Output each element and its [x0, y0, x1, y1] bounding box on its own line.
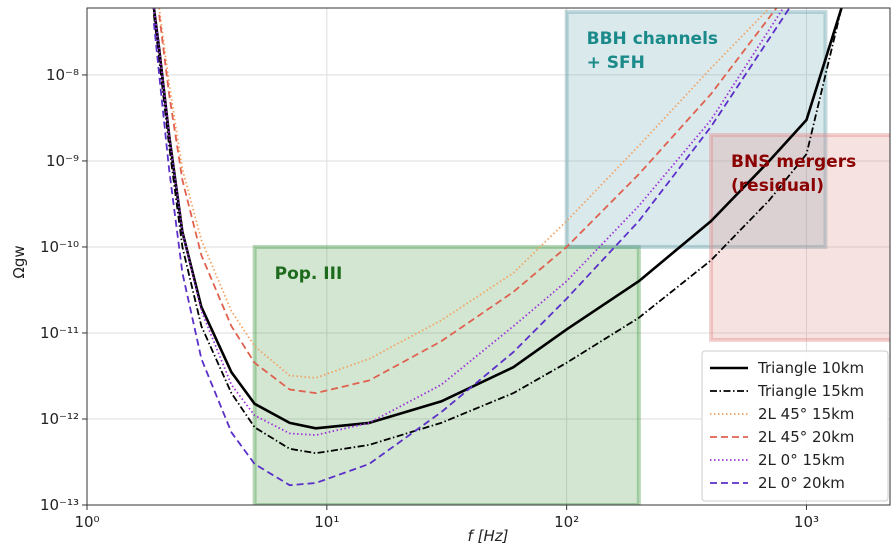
legend-label: Triangle 10km	[757, 359, 864, 377]
x-tick-label: 10³	[794, 513, 819, 531]
y-tick-label: 10⁻¹²	[40, 410, 79, 428]
y-tick-label: 10⁻⁹	[46, 152, 79, 170]
series-line	[158, 8, 778, 394]
series-line	[153, 8, 791, 487]
x-tick-label: 10¹	[314, 513, 339, 531]
region	[709, 133, 890, 342]
legend-label: 2L 45° 20km	[758, 428, 854, 446]
legend: Triangle 10km Triangle 15km 2L 45° 15km 2L …	[701, 350, 889, 502]
legend-label: Triangle 15km	[757, 382, 864, 400]
region-label: + SFH	[587, 53, 645, 73]
plot-frame	[86, 7, 891, 506]
y-tick-label: 10⁻¹¹	[40, 324, 79, 342]
region	[564, 9, 828, 249]
legend-label: 2L 0° 15km	[758, 451, 845, 469]
y-tick-label: 10⁻¹³	[40, 496, 79, 514]
foreground-layer: 10⁰ 10¹ 10² 10³ 10⁻¹³ 10⁻¹² 10⁻¹¹ 10⁻¹⁰ 10⁻⁹ 10⁻⁸…	[40, 7, 891, 531]
x-tick-label: 10⁰	[74, 513, 99, 531]
region	[252, 244, 641, 505]
legend-label: 2L 0° 20km	[758, 474, 845, 492]
x-axis-label: f [Hz]	[468, 527, 509, 545]
y-tick-label: 10⁻⁸	[46, 66, 79, 84]
plot-area	[152, 8, 890, 505]
series-line	[153, 8, 843, 455]
region-label: (residual)	[731, 176, 824, 196]
series-line	[153, 8, 784, 436]
region-label: BBH channels	[587, 29, 718, 49]
region-label: Pop. III	[275, 264, 343, 284]
y-axis-label: Ωgw	[10, 245, 28, 278]
legend-box	[701, 350, 889, 502]
y-tick-label: 10⁻¹⁰	[40, 238, 79, 256]
region-label: BNS mergers	[731, 152, 856, 172]
legend-label: 2L 45° 15km	[758, 405, 854, 423]
x-tick-label: 10²	[554, 513, 579, 531]
